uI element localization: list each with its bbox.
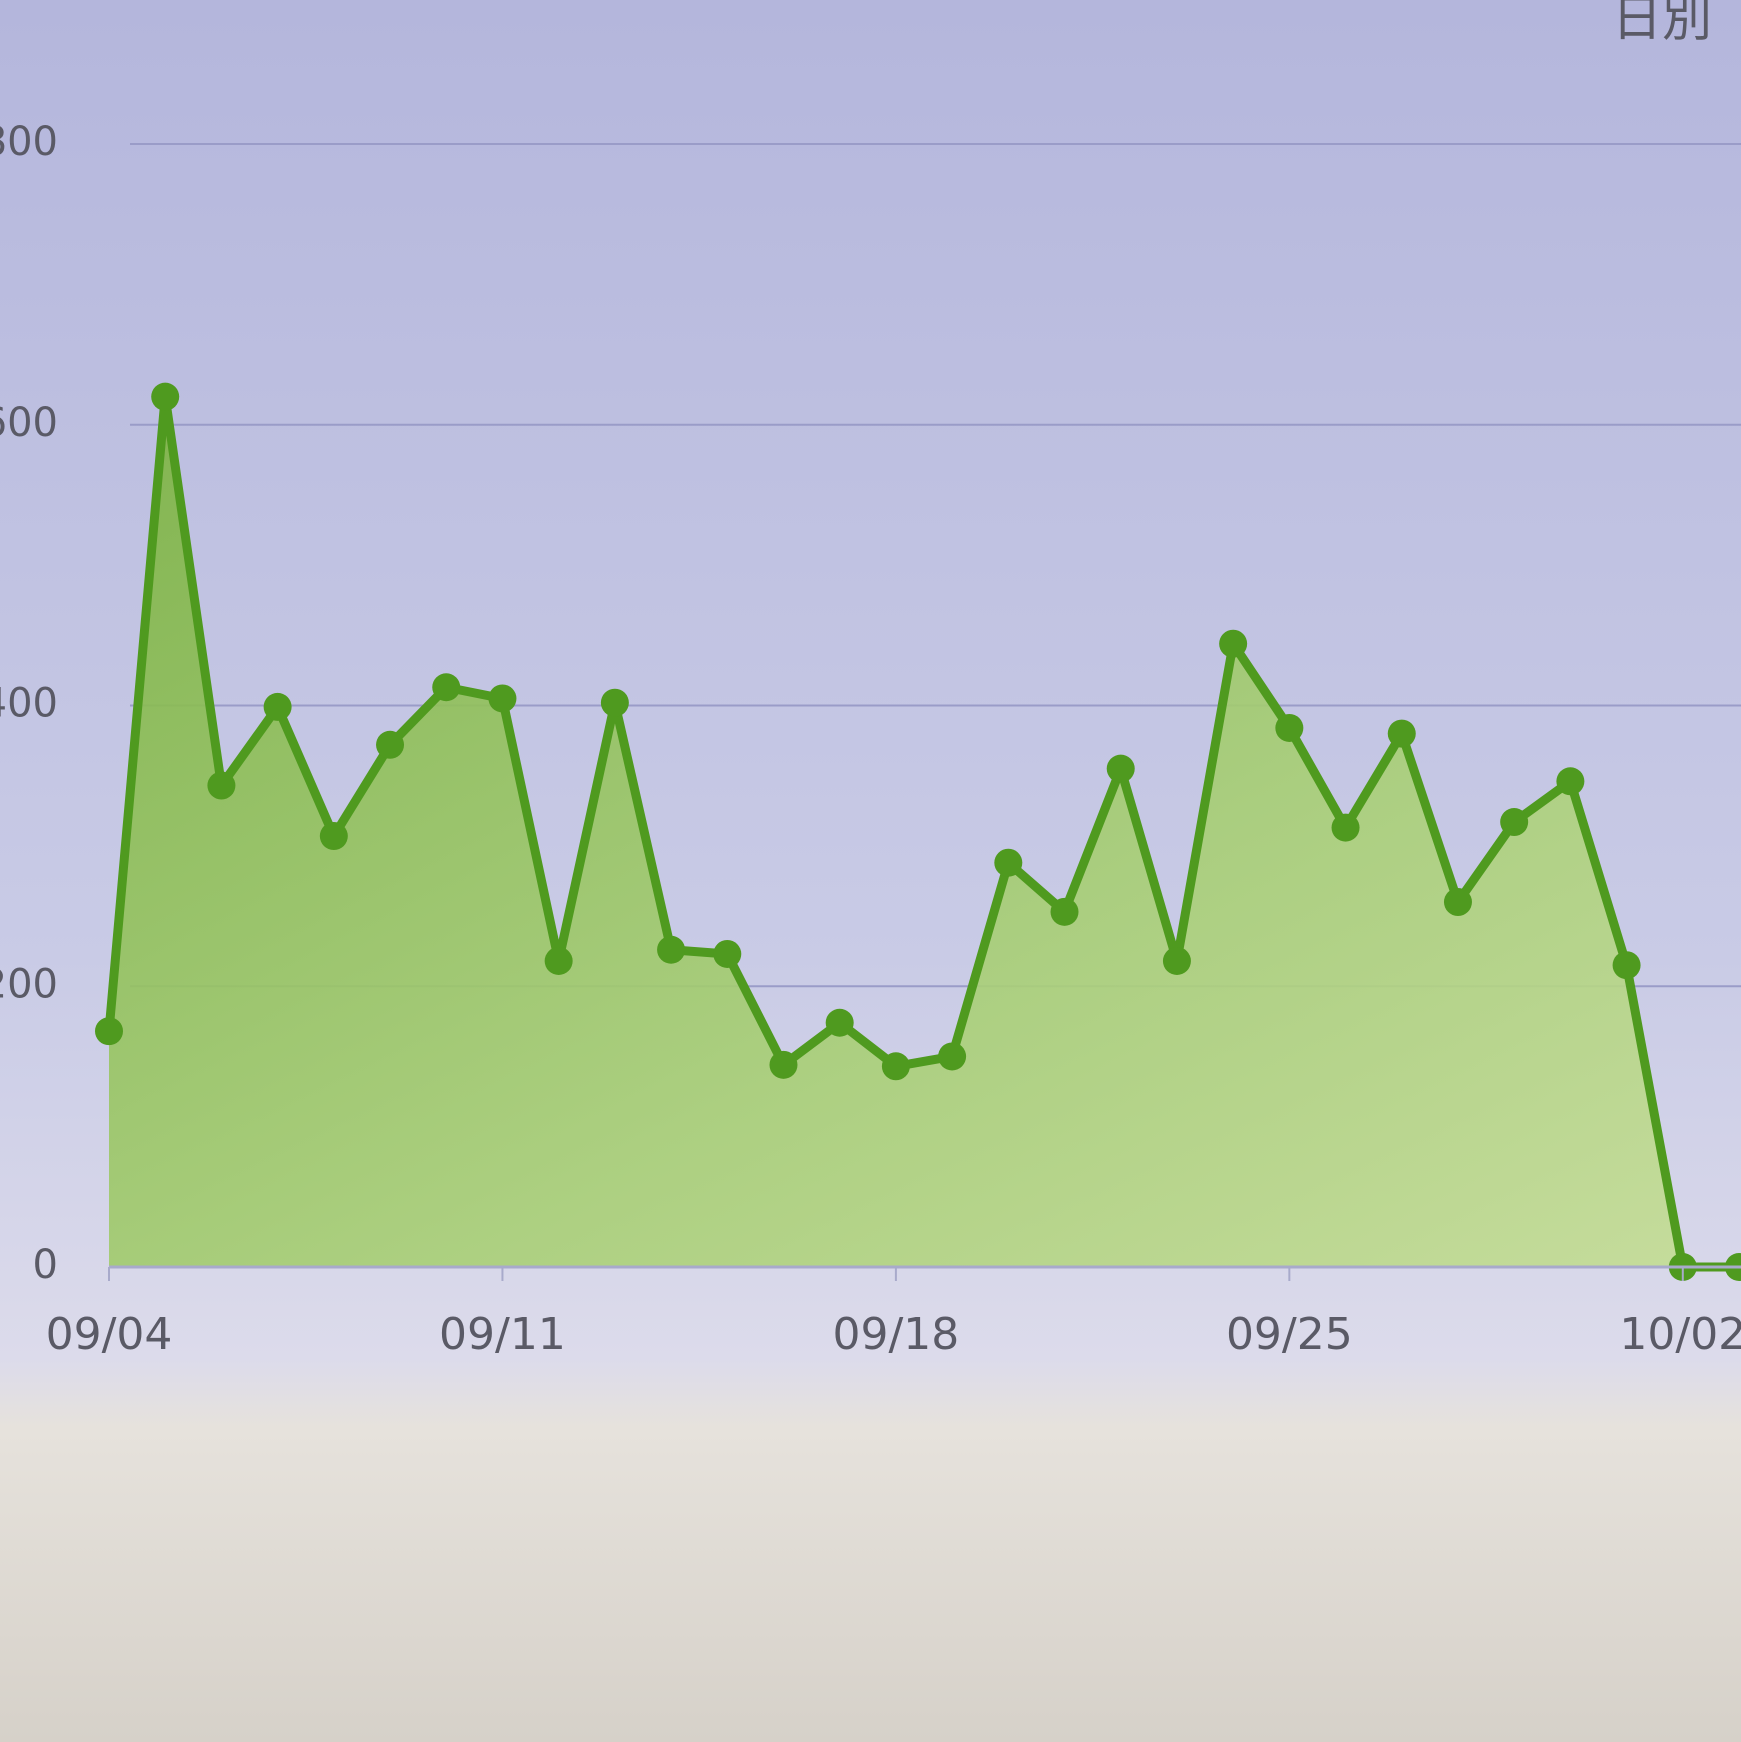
point: [319, 822, 348, 851]
point: [263, 692, 292, 721]
point: [376, 730, 405, 759]
point: [600, 688, 629, 717]
point: [1219, 629, 1248, 658]
point: [1162, 946, 1191, 975]
point: [657, 935, 686, 964]
point: [1275, 713, 1304, 742]
point: [151, 382, 180, 411]
chart-title: 日別: [1612, 0, 1712, 48]
point: [488, 684, 517, 713]
y-tick-label: 200: [0, 961, 58, 1007]
y-tick-label: 600: [0, 400, 58, 446]
area: [109, 396, 1739, 1267]
y-tick-label: 400: [0, 681, 58, 727]
line: [104, 392, 1739, 1272]
point: [1050, 897, 1079, 926]
point: [432, 673, 461, 702]
point: [1106, 754, 1135, 783]
y-tick-label: 800: [0, 119, 58, 165]
point: [769, 1050, 798, 1079]
point: [1500, 808, 1529, 837]
point: [1331, 813, 1360, 842]
point: [1387, 719, 1416, 748]
x-tick-label: 09/04: [46, 1309, 173, 1360]
point: [938, 1042, 967, 1071]
x-tick-label: 09/25: [1226, 1309, 1353, 1360]
point: [1612, 951, 1641, 980]
x-tick-label: 09/18: [832, 1309, 959, 1360]
point: [207, 771, 236, 800]
point: [544, 946, 573, 975]
point: [95, 1017, 123, 1046]
point: [994, 848, 1023, 877]
x-tick-label: 10/02: [1619, 1309, 1741, 1360]
point: [1556, 767, 1585, 796]
point: [1443, 888, 1472, 917]
point: [881, 1052, 910, 1081]
point: [825, 1008, 854, 1037]
x-tick-label: 09/11: [439, 1309, 566, 1360]
point: [713, 939, 742, 968]
y-tick-label: 0: [33, 1242, 58, 1288]
